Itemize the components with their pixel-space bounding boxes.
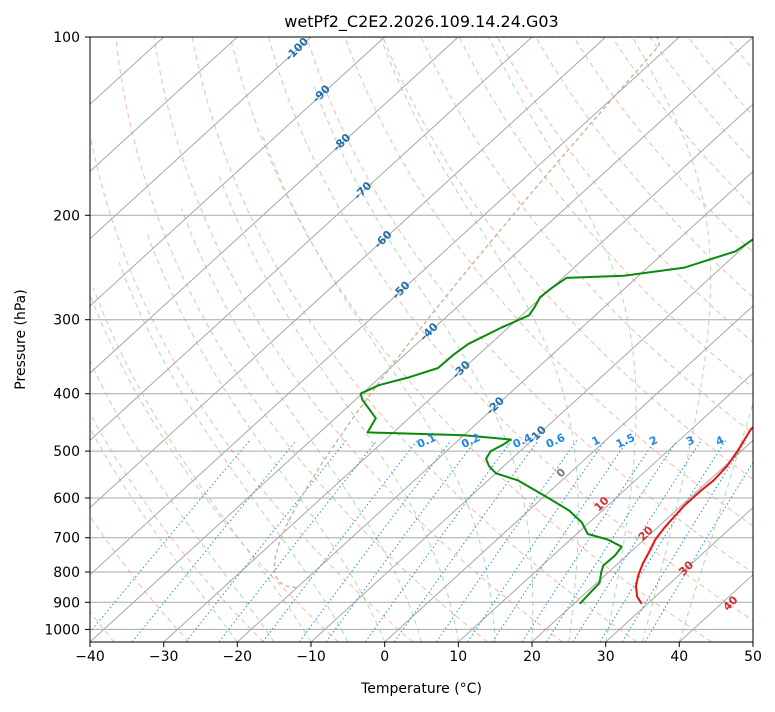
x-tick-label: 30: [597, 649, 615, 665]
x-tick-label: −30: [149, 649, 179, 665]
y-axis-label: Pressure (hPa): [13, 289, 29, 389]
y-tick-label: 400: [53, 387, 80, 403]
x-tick-label: −20: [223, 649, 253, 665]
x-tick-label: −40: [75, 649, 105, 665]
y-tick-label: 900: [53, 595, 80, 611]
y-tick-label: 600: [53, 491, 80, 507]
x-tick-label: 10: [449, 649, 467, 665]
y-tick-label: 1000: [44, 622, 80, 638]
y-tick-label: 700: [53, 531, 80, 547]
chart-title: wetPf2_C2E2.2026.109.14.24.G03: [284, 12, 558, 32]
x-tick-label: 0: [380, 649, 389, 665]
x-tick-label: 40: [670, 649, 688, 665]
x-axis-label: Temperature (°C): [360, 681, 482, 697]
x-tick-label: 50: [744, 649, 762, 665]
x-tick-label: 20: [523, 649, 541, 665]
y-tick-label: 100: [53, 30, 80, 46]
y-tick-label: 800: [53, 565, 80, 581]
y-tick-label: 200: [53, 208, 80, 224]
y-tick-label: 300: [53, 313, 80, 329]
y-tick-label: 500: [53, 444, 80, 460]
x-tick-label: −10: [296, 649, 326, 665]
